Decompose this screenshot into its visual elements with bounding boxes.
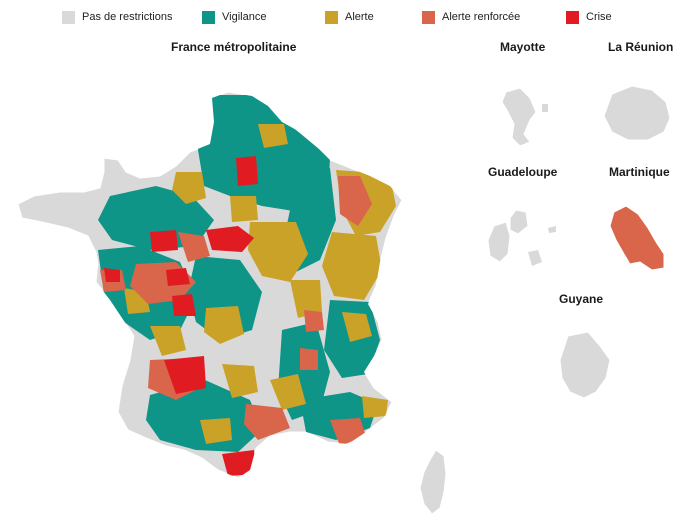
legend-item-alerte-renforcee: Alerte renforcée — [422, 9, 520, 25]
zone-renforcee-alps — [304, 310, 324, 332]
zone-alerte-paris-ring — [230, 196, 258, 222]
legend-label-crise: Crise — [586, 11, 612, 23]
zone-renforcee-lorraine — [338, 176, 372, 226]
metro-zones — [98, 95, 396, 476]
legend-swatch-crise — [566, 10, 579, 24]
zone-alerte-auvergne — [222, 364, 258, 398]
legend-label-vigilance: Vigilance — [222, 11, 267, 23]
zone-renforcee-gard — [244, 404, 290, 440]
mayotte-title: Mayotte — [500, 40, 546, 54]
zone-alerte-pyrenees — [200, 418, 232, 444]
zone-crise-roussillon — [222, 450, 256, 476]
metro-map — [17, 91, 447, 515]
martinique-map — [609, 205, 665, 271]
zone-crise-eure — [150, 230, 178, 252]
reunion-map — [603, 85, 671, 141]
zone-alerte-north — [258, 124, 288, 148]
guadeloupe-title: Guadeloupe — [488, 165, 558, 179]
legend-item-vigilance: Vigilance — [202, 9, 266, 25]
zone-alerte-rhone — [290, 280, 322, 318]
martinique-island — [609, 205, 665, 271]
zone-alerte-poitou — [150, 326, 186, 356]
legend-swatch-vigilance — [202, 10, 215, 24]
zone-alerte-south — [270, 374, 306, 410]
martinique-title: Martinique — [609, 165, 670, 179]
zone-crise-paris — [206, 226, 254, 252]
zone-vigilance-north — [198, 95, 330, 212]
zone-crise-limousin — [164, 356, 206, 394]
guyane-title: Guyane — [559, 292, 604, 306]
guadeloupe-basse-terre — [487, 221, 511, 263]
legend: Pas de restrictions Vigilance Alerte Ale… — [0, 0, 675, 34]
zone-alerte-normandy — [172, 172, 206, 204]
zone-renforcee-centre — [178, 232, 210, 262]
legend-label-alerte: Alerte — [345, 11, 374, 23]
guadeloupe-marie-galante — [528, 250, 542, 266]
legend-label-alerte-renforcee: Alerte renforcée — [442, 11, 521, 23]
zone-alerte-centre — [204, 306, 244, 344]
reunion-title: La Réunion — [608, 40, 674, 54]
zone-alerte-east — [322, 232, 382, 300]
zone-crise-loire — [166, 268, 190, 286]
metro-title: France métropolitaine — [171, 40, 297, 54]
legend-swatch-alerte — [325, 10, 338, 24]
legend-item-no-restrictions: Pas de restrictions — [62, 9, 172, 25]
mayotte-petite-terre — [542, 104, 548, 112]
legend-item-alerte: Alerte — [325, 9, 374, 25]
legend-item-crise: Crise — [566, 9, 612, 25]
guadeloupe-grande-terre — [509, 209, 529, 235]
guadeloupe-map — [487, 209, 556, 266]
guyane-territory — [559, 331, 611, 399]
zone-crise-vienne — [172, 294, 196, 316]
zone-renforcee-rhone — [300, 348, 318, 370]
zone-crise-coast — [104, 268, 120, 282]
zone-alerte-alps — [342, 312, 372, 342]
guadeloupe-la-desirade — [548, 226, 556, 233]
legend-label-no-restrictions: Pas de restrictions — [82, 11, 173, 23]
mayotte-island — [501, 87, 537, 147]
zone-alerte-burgundy — [248, 222, 308, 282]
zone-alerte-var — [362, 396, 388, 418]
zone-crise-oise — [236, 156, 258, 186]
legend-swatch-no-restrictions — [62, 10, 75, 24]
corsica-island — [419, 449, 447, 515]
legend-swatch-alerte-renforcee — [422, 10, 435, 24]
reunion-island — [603, 85, 671, 141]
mayotte-map — [501, 87, 548, 147]
guyane-map — [559, 331, 611, 399]
